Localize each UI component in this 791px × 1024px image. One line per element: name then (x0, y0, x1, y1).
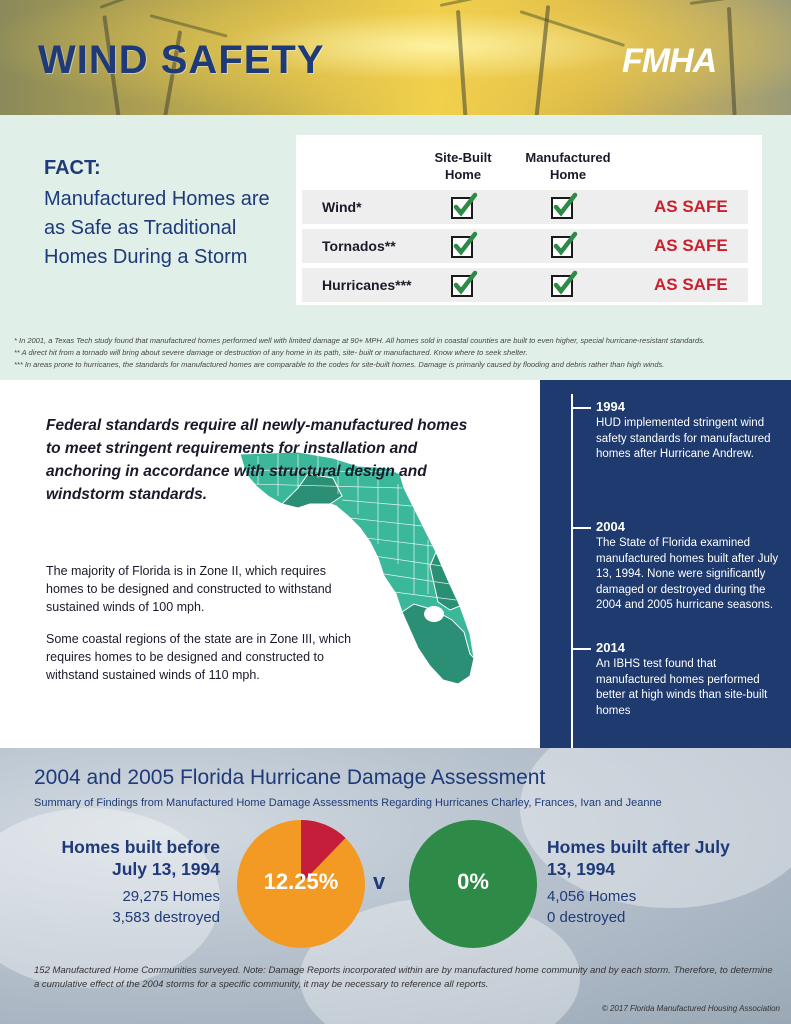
timeline-year: 2004 (596, 519, 625, 534)
versus-label: v (373, 869, 386, 894)
copyright: © 2017 Florida Manufactured Housing Asso… (601, 1004, 780, 1013)
timeline-line (571, 394, 573, 748)
assessment-title: 2004 and 2005 Florida Hurricane Damage A… (34, 766, 546, 789)
before-percent: 12.25% (263, 869, 339, 894)
footnotes: * In 2001, a Texas Tech study found that… (14, 335, 784, 371)
timeline-tick (571, 527, 591, 529)
cloud-texture (0, 808, 220, 988)
row-label: Wind* (322, 199, 362, 215)
after-circle (409, 820, 537, 948)
fmha-logo: FMHA (622, 42, 717, 80)
after-homes-count: 4,056 Homes (547, 888, 637, 905)
cloud-texture (520, 748, 791, 908)
header-banner: WIND SAFETY FMHA (0, 0, 791, 115)
after-heading: Homes built after July 13, 1994 (547, 837, 730, 879)
before-destroyed-count: 3,583 destroyed (112, 909, 220, 926)
zone-two-text: The majority of Florida is in Zone II, w… (46, 564, 332, 614)
timeline-text: The State of Florida examined manufactur… (596, 537, 779, 611)
timeline-text: HUD implemented stringent wind safety st… (596, 417, 771, 460)
table-row: Wind* AS SAFE (302, 190, 748, 224)
column-header-site-built: Site-Built Home (434, 150, 492, 182)
pie-destroyed-slice (301, 820, 346, 884)
table-row: Hurricanes*** AS SAFE (302, 268, 748, 302)
checkmark-icon (551, 231, 578, 258)
as-safe-label: AS SAFE (654, 197, 728, 216)
after-stats: 4,056 Homes 0 destroyed (547, 886, 747, 928)
after-percent: 0% (457, 869, 489, 894)
sky-background (0, 0, 791, 115)
before-pie-chart (237, 820, 365, 948)
standards-section: Federal standards require all newly-manu… (0, 380, 791, 748)
checkmark-icon (451, 192, 478, 219)
footnote: ** A direct hit from a tornado will brin… (14, 348, 528, 357)
timeline-panel: 1994 HUD implemented stringent wind safe… (540, 380, 791, 748)
timeline-year: 2014 (596, 640, 625, 655)
row-label: Tornados** (322, 238, 396, 254)
fact-section: FACT: Manufactured Homes are as Safe as … (0, 115, 791, 380)
column-header-manufactured: Manufactured Home (525, 150, 611, 182)
before-stats: 29,275 Homes 3,583 destroyed (30, 886, 220, 928)
federal-standards-statement: Federal standards require all newly-manu… (46, 417, 468, 503)
comparison-table: Site-Built Home Manufactured Home Wind* … (296, 135, 762, 305)
footnote: * In 2001, a Texas Tech study found that… (14, 336, 706, 345)
timeline-year: 1994 (596, 399, 625, 414)
as-safe-label: AS SAFE (654, 275, 728, 294)
table-row: Tornados** AS SAFE (302, 229, 748, 263)
survey-note: 152 Manufactured Home Communities survey… (34, 965, 773, 990)
fact-statement: Manufactured Homes are as Safe as Tradit… (44, 188, 270, 268)
timeline-tick (571, 648, 591, 650)
row-label: Hurricanes*** (322, 277, 412, 293)
before-homes-count: 29,275 Homes (122, 888, 220, 905)
zone-three-text: Some coastal regions of the state are in… (46, 632, 352, 682)
checkmark-icon (451, 270, 478, 297)
damage-assessment-section: 2004 and 2005 Florida Hurricane Damage A… (0, 748, 791, 1024)
checkmark-icon (551, 192, 578, 219)
assessment-subtitle: Summary of Findings from Manufactured Ho… (34, 797, 662, 809)
timeline-tick (571, 407, 591, 409)
timeline-text: An IBHS test found that manufactured hom… (596, 658, 768, 717)
as-safe-label: AS SAFE (654, 236, 728, 255)
fact-heading: FACT: (44, 157, 101, 179)
after-destroyed-count: 0 destroyed (547, 909, 626, 926)
footnote: *** In areas prone to hurricanes, the st… (14, 360, 665, 369)
florida-zone-map (239, 451, 475, 685)
before-heading: Homes built before July 13, 1994 (61, 837, 221, 879)
page-title: WIND SAFETY (38, 38, 325, 82)
checkmark-icon (451, 231, 478, 258)
checkmark-icon (551, 270, 578, 297)
